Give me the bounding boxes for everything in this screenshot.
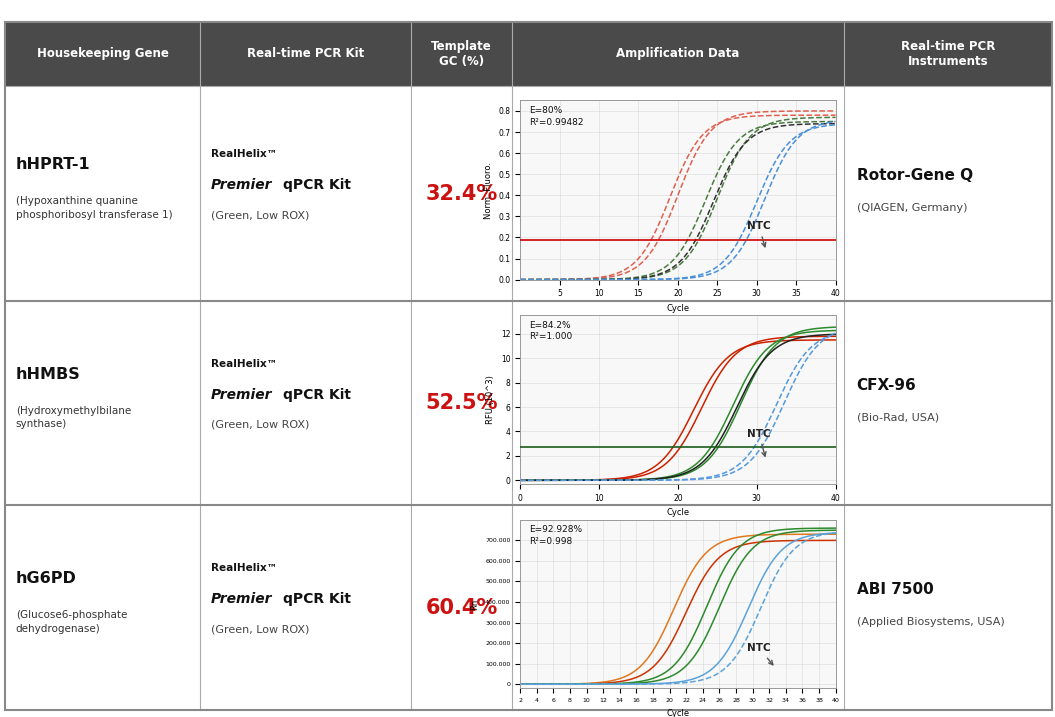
- Text: (Green, Low ROX): (Green, Low ROX): [211, 420, 309, 429]
- Y-axis label: Rn: Rn: [471, 599, 479, 609]
- Text: (Hypoxanthine quanine
phosphoribosyl transferase 1): (Hypoxanthine quanine phosphoribosyl tra…: [16, 196, 172, 219]
- Text: NTC: NTC: [747, 429, 771, 456]
- Text: RealHelix™: RealHelix™: [211, 359, 277, 369]
- Text: Rotor-Gene Q: Rotor-Gene Q: [857, 168, 973, 183]
- Y-axis label: RFU (10^3): RFU (10^3): [486, 375, 495, 424]
- Text: qPCR Kit: qPCR Kit: [283, 592, 350, 606]
- Bar: [5, 22, 1052, 86]
- Text: hHPRT-1: hHPRT-1: [16, 158, 91, 172]
- Text: Premier: Premier: [211, 592, 272, 606]
- Text: ABI 7500: ABI 7500: [857, 582, 934, 597]
- Text: (Applied Biosystems, USA): (Applied Biosystems, USA): [857, 617, 1004, 627]
- Y-axis label: Norm. Fluoro.: Norm. Fluoro.: [483, 161, 493, 219]
- Text: (Bio-Rad, USA): (Bio-Rad, USA): [857, 413, 939, 422]
- Text: NTC: NTC: [747, 222, 771, 247]
- Text: E=84.2%
R²=1.000: E=84.2% R²=1.000: [530, 320, 573, 341]
- Text: 52.5%: 52.5%: [425, 394, 498, 413]
- Text: 60.4%: 60.4%: [425, 598, 498, 617]
- Text: 32.4%: 32.4%: [425, 184, 498, 204]
- Text: Premier: Premier: [211, 178, 272, 192]
- Text: (Hydroxymethylbilane
synthase): (Hydroxymethylbilane synthase): [16, 406, 131, 429]
- X-axis label: Cycle: Cycle: [667, 708, 689, 717]
- Text: E=92.928%
R²=0.998: E=92.928% R²=0.998: [530, 525, 582, 546]
- Text: Real-time PCR
Instruments: Real-time PCR Instruments: [901, 39, 995, 68]
- Text: Real-time PCR Kit: Real-time PCR Kit: [247, 47, 365, 60]
- Text: qPCR Kit: qPCR Kit: [283, 178, 350, 192]
- Text: Premier: Premier: [211, 388, 272, 402]
- Text: hHMBS: hHMBS: [16, 367, 80, 382]
- Text: hG6PD: hG6PD: [16, 571, 77, 587]
- X-axis label: Cycle: Cycle: [667, 304, 689, 313]
- Text: (Glucose6-phosphate
dehydrogenase): (Glucose6-phosphate dehydrogenase): [16, 610, 128, 634]
- Text: Amplification Data: Amplification Data: [616, 47, 740, 60]
- Text: RealHelix™: RealHelix™: [211, 564, 277, 573]
- Text: Template
GC (%): Template GC (%): [431, 39, 492, 68]
- Text: E=80%
R²=0.99482: E=80% R²=0.99482: [530, 105, 584, 127]
- Text: CFX-96: CFX-96: [857, 378, 917, 393]
- Text: (QIAGEN, Germany): (QIAGEN, Germany): [857, 203, 967, 213]
- Text: (Green, Low ROX): (Green, Low ROX): [211, 210, 309, 220]
- Text: NTC: NTC: [747, 643, 773, 665]
- Text: Housekeeping Gene: Housekeeping Gene: [37, 47, 169, 60]
- Text: (Green, Low ROX): (Green, Low ROX): [211, 625, 309, 634]
- Text: qPCR Kit: qPCR Kit: [283, 388, 350, 402]
- X-axis label: Cycle: Cycle: [667, 508, 689, 517]
- Text: RealHelix™: RealHelix™: [211, 149, 277, 159]
